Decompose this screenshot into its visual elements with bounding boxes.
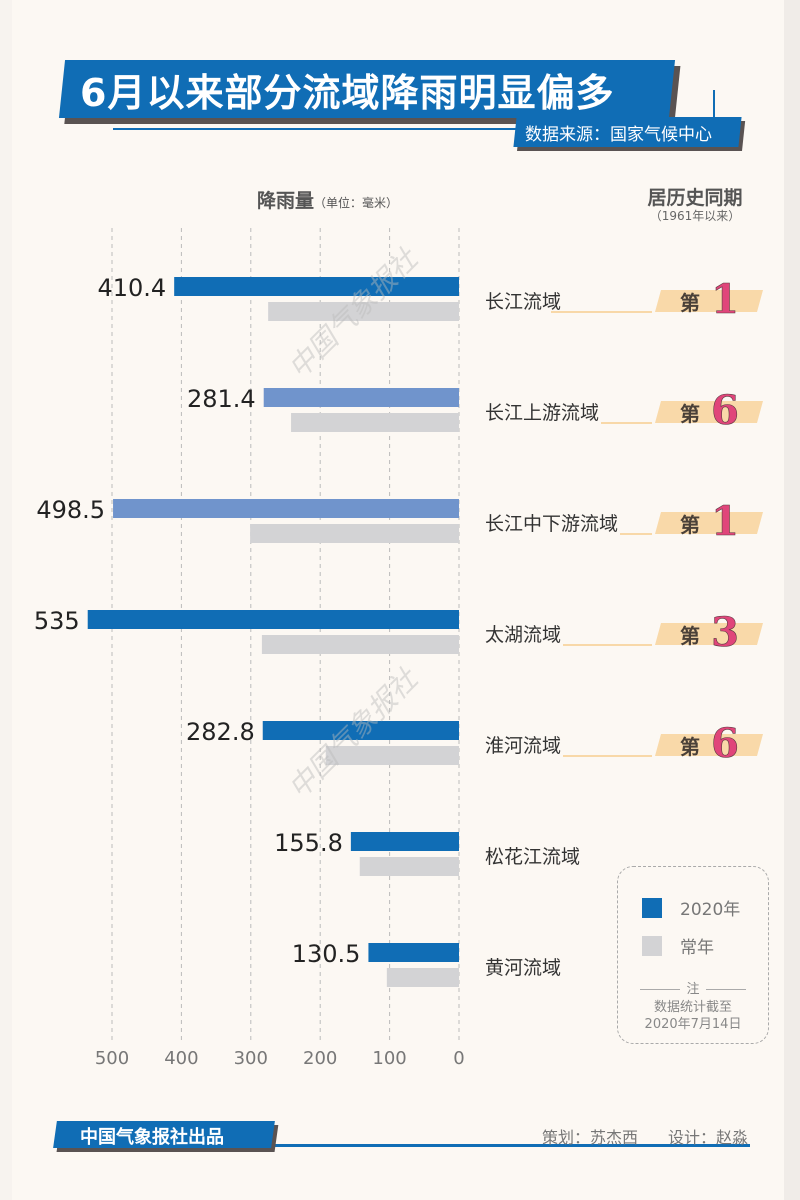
data-label: 410.4	[97, 274, 166, 302]
designer: 设计：赵淼	[667, 1128, 748, 1147]
rank-prefix: 第	[680, 402, 700, 426]
x-tick-label: 200	[303, 1048, 337, 1069]
bar-2020	[368, 943, 459, 962]
rank-number: 6	[711, 720, 739, 767]
x-tick-label: 500	[95, 1048, 129, 1069]
category-label: 长江上游流域	[485, 402, 599, 424]
bar-normal	[268, 302, 459, 321]
data-label: 130.5	[292, 940, 361, 968]
bar-normal	[386, 968, 459, 987]
axis-label: 降雨量（单位：毫米）	[257, 186, 398, 213]
planner: 策划：苏杰西	[541, 1128, 638, 1147]
bar-2020	[113, 499, 459, 518]
legend-label: 2020年	[680, 900, 741, 920]
rank-badge	[655, 401, 763, 423]
bar-normal	[261, 635, 459, 654]
data-label: 535	[34, 607, 80, 635]
bar-normal	[359, 857, 459, 876]
data-label: 281.4	[187, 385, 256, 413]
x-tick-label: 300	[234, 1048, 268, 1069]
note-title: 注	[618, 982, 768, 998]
bar-2020	[262, 721, 459, 740]
legend-swatch	[642, 897, 662, 918]
note-line: 数据统计截至	[653, 1000, 732, 1015]
bar-2020	[87, 610, 460, 629]
legend: 2020年 常年 注 数据统计截至 2020年7月14日	[617, 866, 769, 1044]
title-frame-line	[113, 90, 715, 130]
category-label: 淮河流域	[485, 735, 561, 757]
bar-2020	[350, 832, 459, 851]
rank-badge	[655, 512, 763, 534]
category-label: 长江流域	[485, 291, 561, 313]
data-label: 155.8	[274, 829, 343, 857]
rank-number: 6	[711, 387, 739, 434]
bar-normal	[325, 746, 459, 765]
rank-number: 3	[711, 609, 739, 656]
rank-prefix: 第	[680, 513, 700, 537]
category-label: 长江中下游流域	[485, 513, 618, 535]
rank-prefix: 第	[680, 624, 700, 648]
category-label: 黄河流域	[485, 957, 561, 979]
data-label: 498.5	[36, 496, 105, 524]
rank-number: 1	[711, 276, 739, 323]
bar-2020	[174, 277, 459, 296]
axis-unit: （单位：毫米）	[314, 196, 399, 210]
credits: 策划：苏杰西 设计：赵淼	[512, 1124, 748, 1148]
bar-normal	[250, 524, 459, 543]
rank-prefix: 第	[680, 735, 700, 759]
category-label: 松花江流域	[485, 846, 580, 868]
bar-2020	[263, 388, 459, 407]
bar-normal	[291, 413, 459, 432]
data-label: 282.8	[186, 718, 255, 746]
rank-header: 居历史同期	[647, 187, 743, 209]
rank-badge	[655, 623, 763, 645]
footer-line	[275, 1144, 750, 1147]
rank-prefix: 第	[680, 291, 700, 315]
rank-badge	[655, 290, 763, 312]
x-tick-label: 400	[164, 1048, 198, 1069]
data-source: 数据来源：国家气候中心	[525, 125, 712, 145]
rank-badge	[655, 734, 763, 756]
page-title: 6月以来部分流域降雨明显偏多	[80, 71, 615, 115]
legend-item-normal: 常年	[642, 933, 714, 958]
x-tick-label: 100	[372, 1048, 406, 1069]
publisher: 中国气象报社出品	[80, 1127, 224, 1148]
legend-item-2020: 2020年	[642, 895, 740, 920]
category-label: 太湖流域	[485, 624, 561, 646]
legend-swatch	[642, 935, 662, 956]
note-line: 2020年7月14日	[644, 1017, 742, 1032]
legend-label: 常年	[680, 938, 714, 958]
rank-subheader: （1961年以来）	[649, 209, 741, 223]
axis-title: 降雨量	[257, 190, 315, 212]
rank-number: 1	[711, 498, 739, 545]
x-tick-label: 0	[453, 1048, 464, 1069]
